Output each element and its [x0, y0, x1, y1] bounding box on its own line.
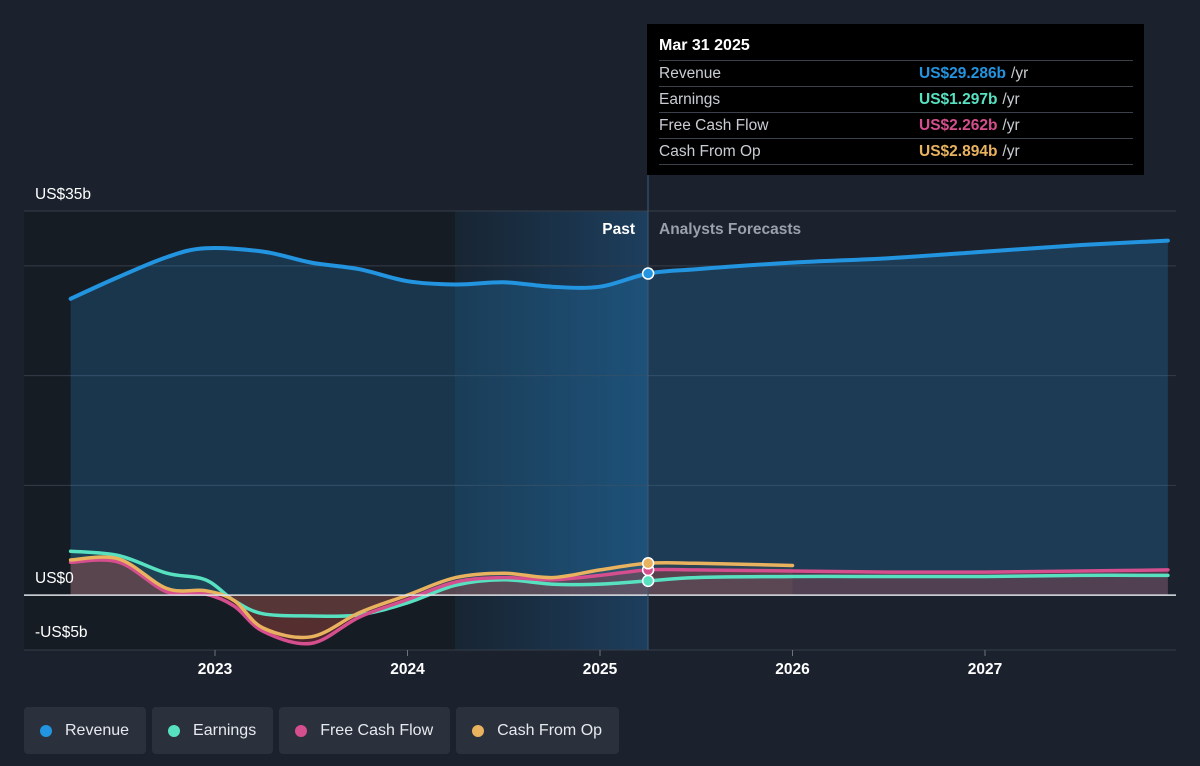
- tooltip-row-free-cash-flow: Free Cash Flow US$2.262b /yr: [659, 112, 1133, 138]
- tooltip-row-revenue: Revenue US$29.286b /yr: [659, 60, 1133, 86]
- legend-label: Earnings: [193, 721, 257, 739]
- tooltip-label: Revenue: [659, 64, 722, 82]
- x-tick-label: 2024: [390, 661, 425, 678]
- earnings-line: [68, 549, 1170, 619]
- y-axis-top-label: US$35b: [35, 186, 91, 203]
- legend-label: Cash From Op: [497, 721, 603, 739]
- tooltip-value: US$2.894b: [919, 142, 998, 160]
- revenue-area: [70, 240, 1168, 596]
- x-tick-label: 2023: [198, 661, 233, 678]
- tooltip-panel: Mar 31 2025 Revenue US$29.286b /yr Earni…: [647, 24, 1144, 175]
- forecast-label: Analysts Forecasts: [659, 221, 801, 238]
- y-axis-bottom-label: -US$5b: [35, 624, 88, 641]
- x-tick-label: 2025: [583, 661, 618, 678]
- past-label: Past: [602, 221, 635, 238]
- revenue-marker: [641, 267, 655, 280]
- earnings-marker: [641, 574, 655, 588]
- cash-from-op-marker: [641, 557, 655, 570]
- tooltip-row-cash-from-op: Cash From Op US$2.894b /yr: [659, 138, 1133, 165]
- tooltip-value: US$29.286b: [919, 64, 1007, 82]
- x-tick-label: 2027: [968, 661, 1002, 678]
- legend-item-cash-from-op[interactable]: Cash From Op: [456, 707, 620, 754]
- legend: Revenue Earnings Free Cash Flow Cash Fro…: [24, 707, 620, 754]
- y-axis-zero-label: US$0: [35, 570, 74, 587]
- tooltip-value: US$2.262b: [919, 116, 998, 134]
- tooltip-date: Mar 31 2025: [659, 37, 750, 54]
- legend-item-revenue[interactable]: Revenue: [24, 707, 147, 754]
- legend-dot-icon: [40, 724, 52, 737]
- legend-dot-icon: [295, 724, 308, 737]
- tooltip-row-earnings: Earnings US$1.297b /yr: [659, 86, 1133, 112]
- tooltip-label: Free Cash Flow: [659, 116, 769, 134]
- tooltip-label: Earnings: [659, 90, 721, 108]
- tooltip-value: US$1.297b: [919, 90, 998, 108]
- tooltip-unit: /yr: [1002, 90, 1020, 108]
- free-cash-flow-line: [68, 558, 1170, 646]
- free-cash-flow-area: [70, 560, 1168, 644]
- legend-dot-icon: [472, 724, 485, 737]
- legend-label: Free Cash Flow: [320, 721, 434, 739]
- tooltip-label: Cash From Op: [659, 142, 761, 160]
- tooltip-unit: /yr: [1002, 142, 1020, 160]
- x-tick-label: 2026: [775, 661, 810, 678]
- tooltip-unit: /yr: [1011, 64, 1029, 82]
- legend-item-earnings[interactable]: Earnings: [152, 707, 274, 754]
- legend-dot-icon: [168, 724, 181, 737]
- cash-from-op-line: [68, 555, 795, 640]
- tooltip-unit: /yr: [1002, 116, 1020, 134]
- legend-label: Revenue: [65, 721, 130, 739]
- revenue-line: [68, 238, 1170, 301]
- legend-item-free-cash-flow[interactable]: Free Cash Flow: [279, 707, 451, 754]
